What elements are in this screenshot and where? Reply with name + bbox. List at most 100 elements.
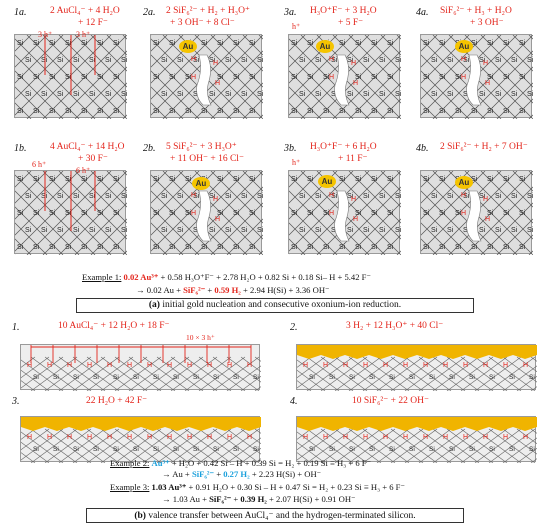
svg-text:Si: Si	[387, 40, 394, 47]
strip-graphic: H H H H H H H H H H H HSi Si Si Si Si Si Si Si Si Si Si Si	[297, 345, 537, 391]
svg-text:Si: Si	[153, 244, 160, 251]
svg-text:H: H	[303, 362, 308, 369]
svg-text:Si: Si	[65, 176, 72, 183]
silicon-lattice: Si Si Si Si Si Si Si Si Si Si Si Si Si Si Si Si Si Si Si Si…	[14, 170, 127, 255]
svg-text:Si: Si	[49, 210, 56, 217]
svg-text:Si: Si	[173, 374, 179, 381]
svg-text:Si: Si	[487, 108, 494, 115]
svg-text:Si: Si	[201, 108, 208, 115]
caption-b: (b) valence transfer between AuCl₄⁻ and …	[86, 508, 464, 523]
svg-text:Si: Si	[423, 210, 430, 217]
svg-text:H: H	[329, 74, 334, 81]
svg-text:Si: Si	[519, 244, 526, 251]
svg-text:Si: Si	[371, 74, 378, 81]
svg-text:Si: Si	[213, 446, 219, 453]
svg-text:H: H	[191, 192, 196, 199]
svg-text:Si: Si	[49, 40, 56, 47]
svg-text:Si: Si	[161, 91, 168, 98]
svg-text:Si: Si	[233, 244, 240, 251]
svg-text:Si: Si	[233, 374, 239, 381]
svg-text:Si: Si	[41, 227, 48, 234]
svg-text:H: H	[191, 210, 196, 217]
svg-text:Si: Si	[25, 227, 32, 234]
svg-text:Si: Si	[423, 74, 430, 81]
silicon-lattice: Si Si Si Si Si Si Si Si Si Si Si Si Si Si Si Si Si Si Si Si…	[14, 34, 127, 119]
reactant-gold: 0.02 Au³⁺	[123, 272, 159, 282]
svg-text:H: H	[503, 434, 508, 441]
hole-charge-label: 3 h⁺	[38, 30, 53, 39]
svg-text:Si: Si	[503, 108, 510, 115]
panel-tag: 2b.	[143, 143, 156, 154]
svg-text:Si: Si	[423, 176, 430, 183]
svg-text:Si: Si	[73, 227, 80, 234]
svg-text:Si: Si	[355, 74, 362, 81]
svg-text:Si: Si	[185, 210, 192, 217]
svg-text:Si: Si	[389, 446, 395, 453]
svg-text:Si: Si	[253, 374, 259, 381]
svg-text:Si: Si	[323, 244, 330, 251]
svg-text:H: H	[353, 216, 358, 223]
svg-text:Si: Si	[463, 91, 470, 98]
svg-text:Si: Si	[49, 176, 56, 183]
svg-text:Si: Si	[509, 374, 515, 381]
svg-text:Si: Si	[233, 176, 240, 183]
product-h2: 0.39 H₂	[240, 494, 267, 504]
svg-text:Si: Si	[173, 446, 179, 453]
svg-text:Si: Si	[495, 193, 502, 200]
reaction-equation: SiF₆²⁻ + H₃ + H₂O	[440, 6, 512, 16]
plus-sign: +	[216, 469, 222, 479]
reaction-equation: 10 AuCl₄⁻ + 12 H₂O + 18 F⁻	[56, 320, 172, 331]
svg-text:Si: Si	[33, 446, 39, 453]
svg-text:Si: Si	[503, 176, 510, 183]
reactant-gold: Au³⁺	[151, 458, 170, 468]
svg-text:Si: Si	[185, 176, 192, 183]
svg-text:Si: Si	[471, 176, 478, 183]
silicon-strip: H H H H H H H H H H H H Si Si Si Si Si Si Si Si Si Si Si Si	[296, 416, 537, 463]
svg-text:Si: Si	[291, 210, 298, 217]
svg-text:Si: Si	[169, 210, 176, 217]
svg-text:H: H	[443, 434, 448, 441]
svg-text:H: H	[213, 196, 218, 203]
svg-text:H: H	[67, 362, 72, 369]
svg-text:Si: Si	[217, 74, 224, 81]
svg-text:Si: Si	[291, 176, 298, 183]
svg-text:Si: Si	[387, 244, 394, 251]
lattice-graphic: Si Si Si Si Si Si Si Si Si Si Si Si Si Si Si Si Si Si Si Si…	[151, 171, 263, 255]
svg-text:Si: Si	[479, 57, 486, 64]
svg-text:Si: Si	[439, 74, 446, 81]
reaction-equation-cont: + 11 F⁻	[338, 154, 368, 164]
svg-text:Si: Si	[105, 193, 112, 200]
svg-text:Si: Si	[291, 40, 298, 47]
svg-text:Si: Si	[97, 40, 104, 47]
reaction-equation: 10 SiF₆²⁻ + 22 OH⁻	[350, 395, 431, 406]
svg-text:Si: Si	[489, 374, 495, 381]
silicon-strip: H H H H H H H H H H H H Si Si Si Si Si Si Si Si Si Si Si Si	[20, 344, 261, 391]
svg-text:Si: Si	[315, 193, 322, 200]
svg-text:Si: Si	[105, 57, 112, 64]
svg-text:Si: Si	[65, 244, 72, 251]
svg-text:Si: Si	[503, 210, 510, 217]
svg-text:Si: Si	[447, 193, 454, 200]
svg-text:Si: Si	[487, 40, 494, 47]
svg-text:H: H	[227, 434, 232, 441]
svg-text:Si: Si	[315, 227, 322, 234]
svg-text:Si: Si	[329, 374, 335, 381]
svg-text:Si: Si	[185, 244, 192, 251]
svg-text:Si: Si	[209, 91, 216, 98]
svg-text:Si: Si	[249, 108, 256, 115]
svg-text:Si: Si	[161, 227, 168, 234]
svg-text:Si: Si	[73, 91, 80, 98]
panel-tag: 1a.	[14, 7, 27, 18]
svg-text:Si: Si	[355, 244, 362, 251]
svg-text:Si: Si	[33, 210, 40, 217]
svg-text:Si: Si	[97, 244, 104, 251]
svg-text:H: H	[461, 192, 466, 199]
svg-text:Si: Si	[469, 446, 475, 453]
svg-text:Si: Si	[25, 57, 32, 64]
svg-text:Si: Si	[113, 244, 120, 251]
svg-text:Si: Si	[449, 374, 455, 381]
gold-nucleus: Au	[318, 175, 336, 188]
svg-text:Si: Si	[193, 374, 199, 381]
svg-text:Si: Si	[371, 176, 378, 183]
svg-text:Si: Si	[153, 446, 159, 453]
